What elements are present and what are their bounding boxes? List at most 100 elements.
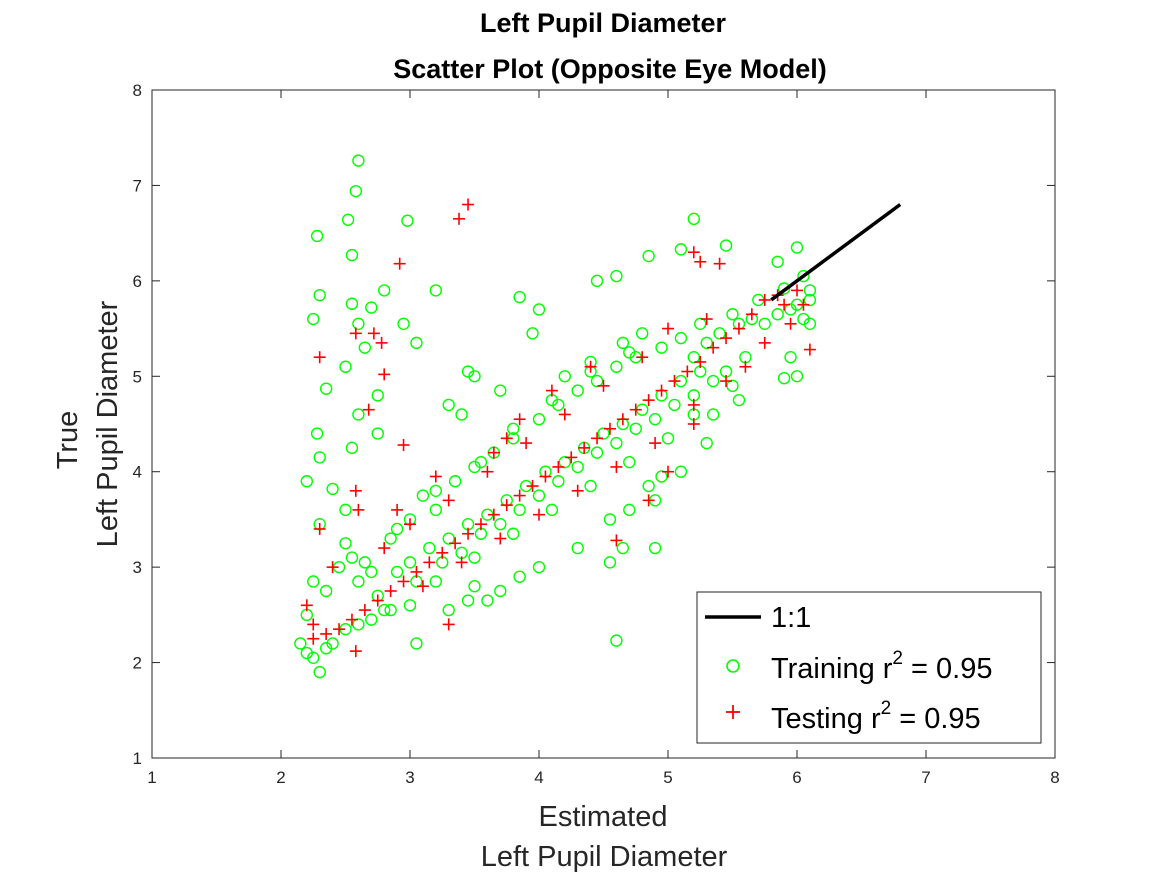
testing-point: [803, 343, 816, 356]
testing-point: [791, 284, 803, 297]
training-point: [700, 436, 713, 450]
testing-point: [320, 627, 333, 640]
training-point: [442, 603, 455, 617]
training-point: [384, 532, 397, 545]
training-point: [790, 241, 804, 254]
testing-point: [526, 480, 539, 493]
training-point: [777, 371, 791, 385]
training-point: [384, 603, 397, 617]
training-point: [642, 249, 655, 263]
training-point: [326, 637, 339, 650]
training-point: [597, 427, 610, 440]
training-point: [468, 580, 481, 593]
testing-point: [410, 565, 423, 578]
training-point: [468, 551, 481, 564]
testing-point: [797, 298, 810, 311]
training-point: [313, 288, 326, 302]
x-tick-label: 5: [663, 768, 672, 787]
training-point: [448, 475, 462, 488]
training-point: [494, 584, 507, 598]
testing-point: [732, 322, 745, 335]
training-point: [706, 408, 720, 421]
testing-point: [610, 460, 623, 473]
x-tick-label: 7: [921, 768, 930, 787]
training-point: [674, 331, 688, 345]
training-point: [655, 470, 668, 483]
chart-title-line-2: Scatter Plot (Opposite Eye Model): [393, 54, 827, 84]
testing-point: [584, 360, 597, 373]
training-point: [526, 327, 539, 340]
training-point: [300, 475, 313, 488]
training-point: [378, 603, 391, 617]
testing-point: [358, 604, 371, 617]
training-point: [307, 651, 320, 664]
x-tick-label: 8: [1050, 768, 1059, 787]
training-point: [345, 297, 359, 310]
testing-point: [571, 484, 584, 497]
training-point: [345, 551, 359, 564]
testing-point: [578, 441, 591, 454]
training-point: [401, 214, 414, 227]
training-point: [455, 408, 468, 421]
training-point: [610, 436, 623, 450]
testing-point: [349, 484, 362, 497]
training-point: [494, 384, 507, 397]
training-point: [513, 570, 526, 583]
training-point: [642, 479, 655, 493]
training-point: [307, 575, 320, 588]
training-point: [494, 518, 507, 531]
training-point: [313, 451, 326, 464]
testing-point: [539, 470, 552, 483]
y-tick-label: 4: [133, 463, 142, 482]
training-point: [352, 575, 365, 588]
training-point: [461, 594, 475, 607]
training-point: [532, 413, 546, 426]
y-tick-label: 1: [133, 749, 142, 768]
legend-testing-sup: 2: [881, 698, 892, 719]
training-point: [313, 665, 326, 679]
testing-point: [784, 317, 797, 330]
training-point: [558, 455, 571, 469]
x-tick-label: 6: [792, 768, 801, 787]
testing-point: [462, 198, 475, 211]
training-point: [352, 618, 365, 631]
training-point: [571, 541, 584, 555]
testing-point: [326, 561, 339, 574]
training-point: [558, 370, 571, 383]
training-point: [378, 284, 391, 297]
training-point: [655, 341, 668, 354]
training-point: [784, 303, 797, 316]
testing-point: [436, 546, 449, 559]
training-point: [532, 303, 546, 316]
testing-point: [642, 394, 655, 407]
training-point: [713, 327, 726, 340]
testing-point: [558, 408, 571, 421]
testing-point: [349, 645, 362, 658]
training-point: [648, 541, 662, 555]
training-point: [694, 317, 707, 330]
training-point: [423, 541, 436, 555]
testing-point: [642, 494, 655, 507]
training-point: [532, 489, 546, 502]
training-point: [687, 351, 700, 364]
training-point: [552, 475, 565, 488]
training-point: [468, 370, 481, 383]
training-point: [603, 556, 617, 569]
testing-point: [307, 632, 320, 645]
training-point: [590, 374, 604, 388]
training-point: [468, 460, 481, 474]
training-point: [616, 336, 630, 350]
training-point: [403, 599, 417, 612]
testing-point: [378, 368, 391, 381]
training-point: [429, 503, 442, 517]
legend: 1:1 Training r2 = 0.95 Testing r2 = 0.95: [696, 591, 1042, 744]
training-point: [339, 537, 352, 550]
x-tick-label: 4: [534, 768, 543, 787]
training-point: [700, 336, 713, 350]
training-point: [429, 284, 442, 297]
training-point: [442, 398, 455, 412]
training-point: [429, 484, 442, 497]
testing-point: [500, 499, 513, 512]
testing-point: [616, 413, 629, 426]
